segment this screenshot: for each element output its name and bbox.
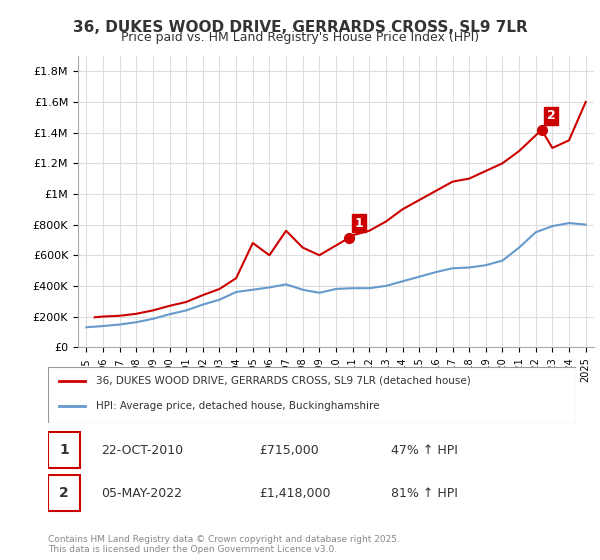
- Text: 1: 1: [59, 444, 69, 458]
- Text: HPI: Average price, detached house, Buckinghamshire: HPI: Average price, detached house, Buck…: [95, 401, 379, 411]
- FancyBboxPatch shape: [48, 432, 80, 468]
- Text: £1,418,000: £1,418,000: [259, 487, 331, 500]
- FancyBboxPatch shape: [48, 475, 80, 511]
- Text: 81% ↑ HPI: 81% ↑ HPI: [391, 487, 458, 500]
- Text: 36, DUKES WOOD DRIVE, GERRARDS CROSS, SL9 7LR (detached house): 36, DUKES WOOD DRIVE, GERRARDS CROSS, SL…: [95, 376, 470, 386]
- Text: 36, DUKES WOOD DRIVE, GERRARDS CROSS, SL9 7LR: 36, DUKES WOOD DRIVE, GERRARDS CROSS, SL…: [73, 20, 527, 35]
- Text: 05-MAY-2022: 05-MAY-2022: [101, 487, 182, 500]
- Text: Price paid vs. HM Land Registry's House Price Index (HPI): Price paid vs. HM Land Registry's House …: [121, 31, 479, 44]
- Text: 22-OCT-2010: 22-OCT-2010: [101, 444, 183, 457]
- Text: Contains HM Land Registry data © Crown copyright and database right 2025.
This d: Contains HM Land Registry data © Crown c…: [48, 535, 400, 554]
- Text: £715,000: £715,000: [259, 444, 319, 457]
- Text: 2: 2: [59, 486, 69, 500]
- Text: 2: 2: [547, 109, 556, 122]
- FancyBboxPatch shape: [48, 367, 576, 423]
- Text: 47% ↑ HPI: 47% ↑ HPI: [391, 444, 458, 457]
- Text: 1: 1: [355, 217, 363, 230]
